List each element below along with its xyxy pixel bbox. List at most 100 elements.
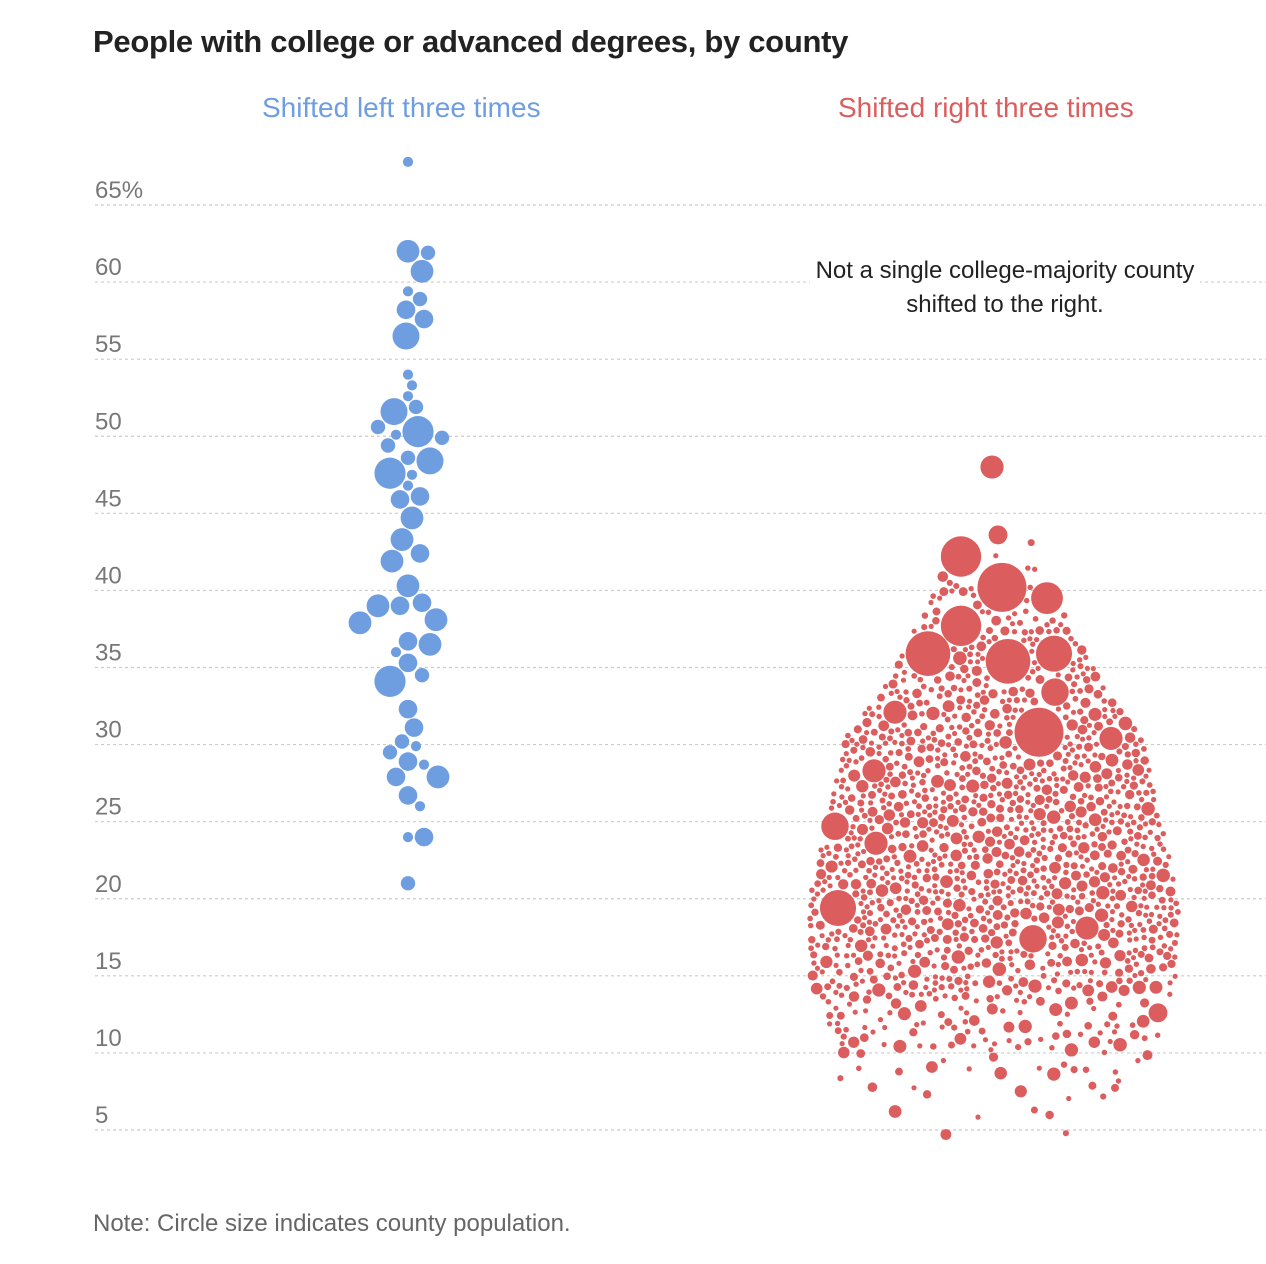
county-dot-right: [1165, 886, 1176, 897]
county-dot-right: [1011, 629, 1018, 635]
county-dot-left: [414, 801, 426, 812]
y-tick-label: 15: [95, 948, 122, 975]
county-dot-right: [985, 731, 992, 737]
county-dot-right: [985, 609, 992, 616]
county-dot-right: [907, 964, 922, 978]
county-dot-right: [844, 859, 852, 866]
county-dot-right: [1149, 980, 1163, 994]
county-dot-right: [1065, 751, 1071, 757]
county-dot-right: [878, 781, 884, 788]
county-dot-right: [1047, 958, 1056, 967]
county-dot-right: [1082, 968, 1088, 975]
county-dot-right: [943, 825, 949, 831]
county-dot-right: [1148, 845, 1155, 852]
county-dot-left: [390, 429, 402, 440]
county-dot-right: [1168, 905, 1174, 911]
county-dot-right: [1097, 1030, 1103, 1036]
county-dot-right: [1172, 954, 1178, 960]
county-dot-right: [986, 1003, 998, 1015]
county-dot-right: [928, 847, 934, 853]
county-dot-right: [896, 912, 903, 919]
county-dot-right: [979, 713, 986, 720]
county-dot-right: [939, 587, 949, 597]
county-dot-right: [876, 704, 882, 710]
county-dot-right: [1129, 781, 1139, 790]
county-dot-right: [1025, 688, 1035, 698]
county-dot-right: [1141, 895, 1147, 901]
county-dot-right: [876, 713, 882, 720]
county-dot-right: [967, 659, 974, 665]
county-dot-right: [819, 933, 825, 939]
county-dot-right: [1126, 977, 1133, 984]
county-dot-right: [882, 1024, 888, 1031]
county-dot-right: [1005, 750, 1013, 758]
county-dot-right: [859, 978, 866, 984]
county-dot-right: [890, 998, 902, 1009]
county-dot-right: [984, 836, 996, 847]
county-dot-right: [937, 855, 943, 862]
county-dot-right: [859, 1033, 869, 1042]
county-dot-right: [998, 955, 1005, 962]
county-dot-right: [848, 1036, 860, 1048]
county-dot-right: [973, 728, 983, 738]
county-dot-right: [1103, 849, 1112, 858]
county-dot-right: [1091, 1005, 1097, 1012]
county-dot-right: [1105, 753, 1119, 767]
county-dot-right: [1036, 759, 1045, 767]
county-dot-right: [1040, 820, 1047, 827]
county-dot-right: [963, 743, 970, 749]
county-dot-right: [964, 986, 970, 992]
county-dot-right: [1107, 840, 1117, 850]
county-dot-right: [1074, 753, 1081, 760]
county-dot-right: [891, 945, 898, 952]
county-dot-right: [894, 923, 901, 929]
county-dot-left: [380, 549, 404, 573]
county-dot-right: [909, 991, 916, 998]
county-dot-right: [1063, 861, 1070, 869]
county-dot-right: [1079, 863, 1086, 869]
county-dot-right: [923, 699, 930, 706]
county-dot-right: [1115, 889, 1127, 901]
county-dot-right: [894, 660, 903, 669]
county-dot-right: [887, 844, 897, 854]
county-dot-right: [1088, 813, 1102, 827]
county-dot-left: [420, 245, 436, 260]
county-dot-right: [1156, 920, 1162, 927]
county-dot-right: [1167, 911, 1174, 918]
county-dot-right: [1024, 1038, 1032, 1046]
county-dot-right: [1131, 726, 1138, 733]
county-dot-right: [1094, 908, 1109, 922]
county-dot-right: [850, 878, 862, 890]
county-dot-right: [972, 678, 982, 687]
county-dot-right: [958, 775, 966, 783]
county-dot-right: [899, 740, 905, 747]
county-dot-right: [869, 825, 875, 831]
county-dot-right: [914, 1021, 920, 1028]
county-dot-right: [853, 981, 859, 987]
county-dot-right: [855, 851, 861, 857]
county-dot-right: [914, 908, 921, 915]
county-dot-right: [1141, 934, 1147, 941]
county-dot-right: [992, 909, 1003, 921]
county-dot-right: [935, 747, 941, 753]
county-dot-right: [1076, 743, 1083, 750]
county-dot-right: [872, 983, 886, 997]
county-dot-right: [960, 751, 971, 762]
county-dot-right: [976, 641, 987, 652]
county-dot-right: [1094, 721, 1103, 731]
county-dot-right: [958, 1005, 964, 1011]
county-dot-right: [1057, 1020, 1063, 1027]
county-dot-right: [1161, 943, 1168, 949]
county-dot-right: [1018, 977, 1029, 988]
county-dot-right: [866, 856, 875, 866]
county-dot-right: [1161, 905, 1167, 911]
county-dot-right: [907, 702, 915, 710]
county-dot-left: [404, 718, 424, 737]
county-dot-right: [879, 797, 886, 804]
county-dot-left: [374, 665, 406, 697]
county-dot-right: [1031, 659, 1038, 666]
county-dot-right: [1030, 802, 1036, 809]
county-dot-right: [914, 902, 920, 908]
county-dot-right: [1100, 823, 1106, 830]
county-dot-right: [877, 693, 885, 702]
